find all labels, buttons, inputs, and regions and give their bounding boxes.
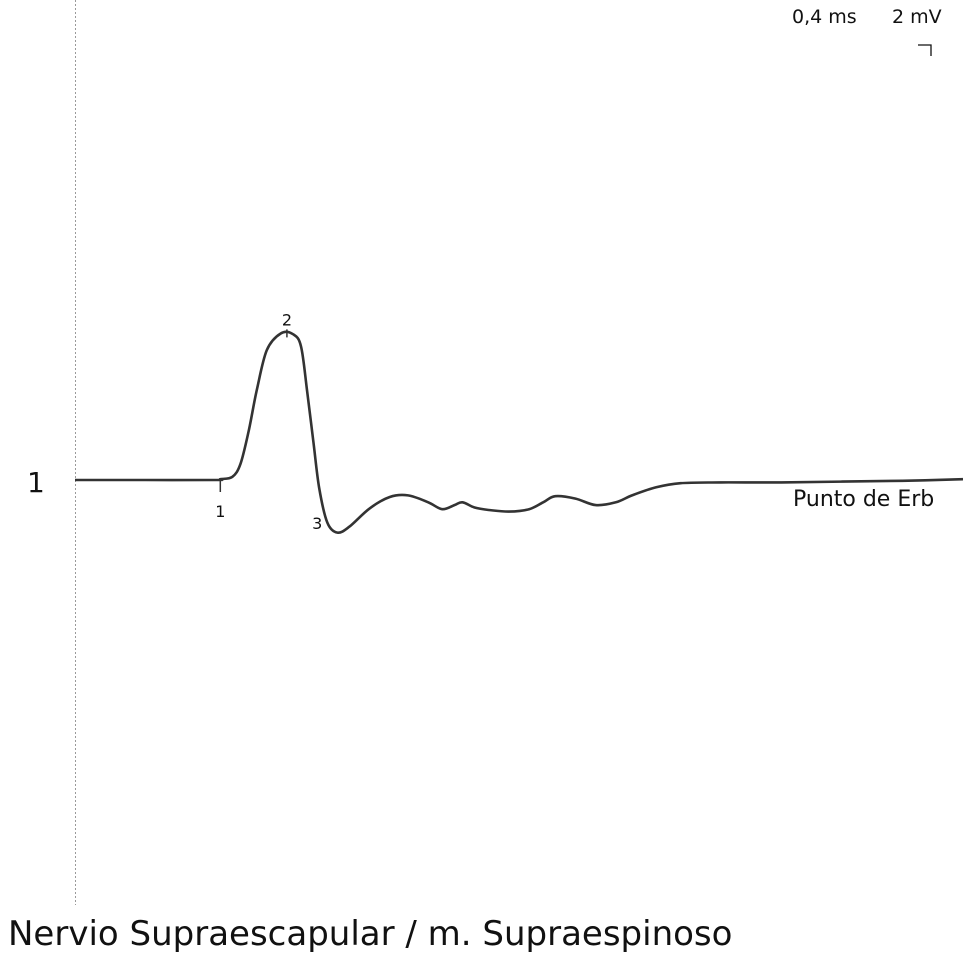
time-scale-label: 0,4 ms [792, 6, 857, 28]
waveform-trace-line [75, 330, 963, 535]
nerve-muscle-caption: Nervio Supraescapular / m. Supraespinoso [8, 914, 733, 954]
amplitude-scale-label: 2 mV [892, 6, 942, 28]
scale-corner-marker [918, 44, 932, 56]
trace-1: 1 2 3 [75, 310, 963, 535]
marker-2-label: 2 [282, 310, 292, 329]
marker-3-label: 3 [312, 514, 322, 533]
trace-number: 1 [27, 466, 45, 499]
marker-1-label: 1 [215, 502, 225, 521]
trace-site-label: Punto de Erb [793, 487, 935, 512]
